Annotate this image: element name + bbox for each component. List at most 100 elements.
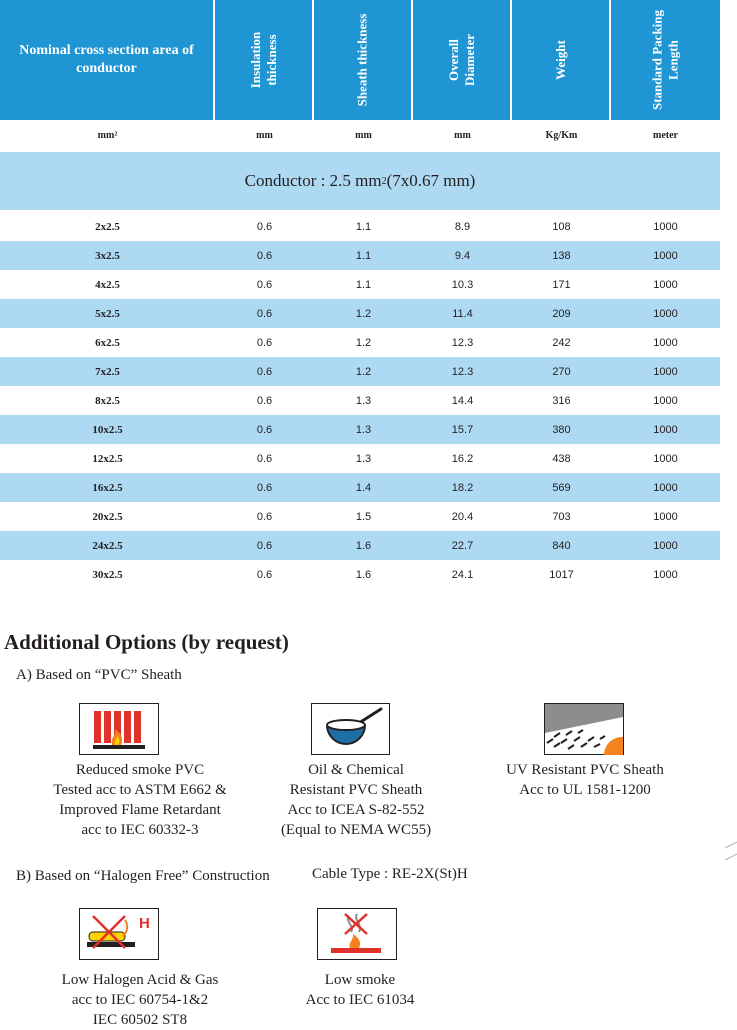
table-cell: 0.6 [256, 220, 273, 233]
table-cell: 438 [552, 452, 571, 465]
table-body: 2x2.5 0.6 1.1 8.9 108 1000 3x2.5 0.6 1.1 9.4 138 10… [0, 212, 720, 589]
table-cell: 20.4 [451, 510, 474, 523]
table-cell: 0.6 [256, 452, 273, 465]
table-cell: 242 [552, 336, 571, 349]
caption-line: Reduced smoke PVC [75, 762, 205, 778]
table-row: 5x2.5 0.6 1.2 11.4 209 1000 [0, 299, 720, 328]
header-packing-length: Standard Packing Length [611, 0, 720, 120]
table-cell: 1.6 [355, 568, 372, 581]
table-cell: 10.3 [451, 278, 474, 291]
row-label: 12x2.5 [92, 452, 123, 465]
row-label: 16x2.5 [92, 481, 123, 494]
units-row: mm² mm mm mm Kg/Km meter [0, 120, 720, 150]
caption-line: Acc to IEC 61034 [305, 992, 415, 1008]
table-cell: 1.3 [355, 394, 372, 407]
edge-mark-icon [724, 841, 737, 861]
header-overall-diameter: Overall Diameter [413, 0, 512, 120]
unit-cell: mm² [97, 129, 118, 141]
oil-chemical-icon [311, 703, 390, 755]
row-label: 20x2.5 [92, 510, 123, 523]
table-cell: 840 [552, 539, 571, 552]
cable-type-label: Cable Type : RE-2X(St)H [312, 866, 468, 882]
section-b-label: B) Based on “Halogen Free” Construction [16, 868, 270, 884]
low-smoke-icon [317, 908, 397, 960]
reduced-smoke-flame-icon [79, 703, 159, 755]
table-cell: 1.3 [355, 423, 372, 436]
table-cell: 1.2 [355, 336, 372, 349]
table-cell: 171 [552, 278, 571, 291]
caption-line: Resistant PVC Sheath [289, 782, 423, 798]
table-cell: 0.6 [256, 539, 273, 552]
table-row: 7x2.5 0.6 1.2 12.3 270 1000 [0, 357, 720, 386]
caption-line: Improved Flame Retardant [59, 802, 221, 818]
table-cell: 12.3 [451, 336, 474, 349]
table-row: 20x2.5 0.6 1.5 20.4 703 1000 [0, 502, 720, 531]
table-cell: 1000 [653, 394, 678, 407]
caption-line: Low Halogen Acid & Gas [61, 972, 219, 988]
row-label: 7x2.5 [95, 365, 120, 378]
table-cell: 1000 [653, 510, 678, 523]
table-cell: 0.6 [256, 336, 273, 349]
row-label: 10x2.5 [92, 423, 123, 436]
conductor-suffix: (7x0.67 mm) [386, 171, 476, 190]
table-cell: 22.7 [451, 539, 474, 552]
halogen-letter-icon: H [139, 915, 150, 932]
caption-line: Oil & Chemical [308, 762, 404, 778]
uv-sun-icon [544, 703, 624, 755]
table-cell: 1.2 [355, 365, 372, 378]
row-label: 6x2.5 [95, 336, 120, 349]
table-cell: 0.6 [256, 307, 273, 320]
caption-line: Acc to ICEA S-82-552 [287, 802, 425, 818]
header-sheath: Sheath thickness [314, 0, 413, 120]
table-cell: 1.1 [355, 220, 372, 233]
table-cell: 1.2 [355, 307, 372, 320]
table-cell: 0.6 [256, 249, 273, 262]
caption-line: (Equal to NEMA WC55) [280, 822, 432, 838]
table-cell: 1000 [653, 568, 678, 581]
option-low-halogen: Low Halogen Acid & Gas acc to IEC 60754-1… [30, 970, 250, 1030]
table-cell: 1.5 [355, 510, 372, 523]
table-cell: 1000 [653, 307, 678, 320]
table-cell: 1.4 [355, 481, 372, 494]
table-cell: 14.4 [451, 394, 474, 407]
table-cell: 24.1 [451, 568, 474, 581]
table-cell: 1017 [549, 568, 574, 581]
table-cell: 1.3 [355, 452, 372, 465]
additional-options-title: Additional Options (by request) [4, 630, 289, 654]
table-cell: 703 [552, 510, 571, 523]
row-label: 2x2.5 [95, 220, 120, 233]
table-cell: 1000 [653, 278, 678, 291]
table-cell: 1000 [653, 481, 678, 494]
unit-cell: Kg/Km [545, 129, 578, 141]
unit-cell: mm [355, 129, 372, 141]
table-cell: 8.9 [454, 220, 471, 233]
conductor-band: Conductor : 2.5 mm 2 (7x0.67 mm) [0, 152, 720, 210]
table-cell: 12.3 [451, 365, 474, 378]
table-row: 16x2.5 0.6 1.4 18.2 569 1000 [0, 473, 720, 502]
table-cell: 0.6 [256, 278, 273, 291]
option-low-smoke: Low smoke Acc to IEC 61034 [275, 970, 445, 1010]
table-cell: 18.2 [451, 481, 474, 494]
table-row: 2x2.5 0.6 1.1 8.9 108 1000 [0, 212, 720, 241]
caption-line: Acc to UL 1581-1200 [519, 782, 651, 798]
unit-cell: meter [653, 129, 678, 141]
caption-line: Low smoke [324, 972, 396, 988]
table-cell: 270 [552, 365, 571, 378]
row-label: 8x2.5 [95, 394, 120, 407]
caption-line: UV Resistant PVC Sheath [506, 762, 664, 778]
caption-line: acc to IEC 60332-3 [81, 822, 199, 838]
table-cell: 0.6 [256, 568, 273, 581]
halogen-acid-icon: H [79, 908, 159, 960]
table-cell: 1000 [653, 220, 678, 233]
table-cell: 1000 [653, 452, 678, 465]
table-row: 3x2.5 0.6 1.1 9.4 138 1000 [0, 241, 720, 270]
caption-line: acc to IEC 60754-1&2 [71, 992, 209, 1008]
header-insulation: Insulation thickness [215, 0, 314, 120]
table-cell: 0.6 [256, 423, 273, 436]
table-cell: 1.1 [355, 249, 372, 262]
row-label: 30x2.5 [92, 568, 123, 581]
table-cell: 1.6 [355, 539, 372, 552]
table-row: 6x2.5 0.6 1.2 12.3 242 1000 [0, 328, 720, 357]
row-label: 24x2.5 [92, 539, 123, 552]
table-cell: 1000 [653, 423, 678, 436]
